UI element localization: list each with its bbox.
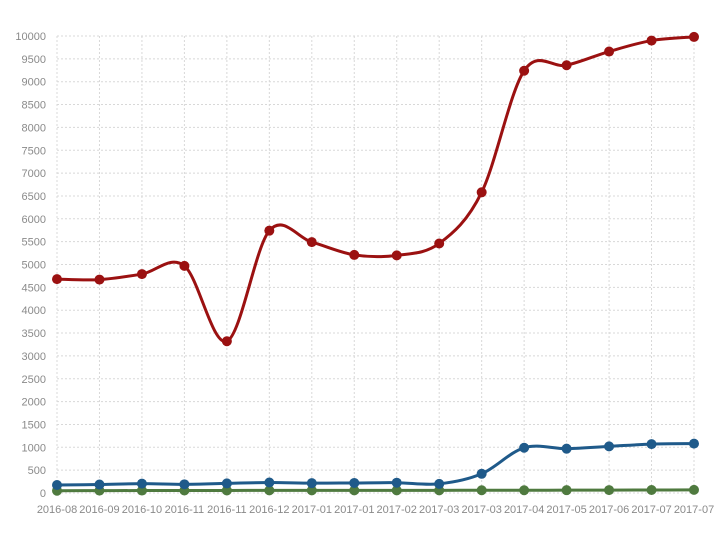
grid (56, 35, 695, 494)
data-point (646, 439, 657, 450)
x-tick-label: 2016-09 (79, 504, 119, 516)
series-line (55, 488, 696, 493)
x-tick-label: 2016-12 (249, 504, 289, 516)
series-1 (52, 438, 699, 491)
data-point (476, 187, 487, 198)
x-tick-label: 2016-11 (207, 504, 247, 516)
data-point (264, 485, 275, 496)
y-tick-label: 2500 (22, 374, 46, 386)
data-point (52, 480, 62, 491)
data-point (221, 485, 232, 496)
x-tick-label: 2017-04 (504, 504, 544, 516)
data-point (349, 249, 360, 260)
y-tick-label: 7500 (22, 145, 46, 157)
data-point (306, 485, 317, 496)
x-tick-label: 2017-06 (589, 504, 629, 516)
data-point (349, 485, 360, 496)
x-tick-label: 2017-03 (419, 504, 459, 516)
data-point (646, 484, 657, 495)
x-tick-label: 2016-11 (165, 504, 205, 516)
data-point (519, 485, 530, 496)
x-tick-label: 2016-08 (37, 504, 77, 516)
data-point (221, 478, 232, 489)
y-tick-label: 6500 (22, 191, 46, 203)
y-tick-label: 0 (40, 488, 46, 500)
x-tick-label: 2017-01 (292, 504, 332, 516)
data-point (434, 238, 445, 249)
data-point (434, 478, 445, 489)
y-tick-label: 5500 (22, 237, 46, 249)
data-point (349, 477, 360, 488)
data-point (519, 442, 530, 453)
y-tick-label: 8000 (22, 122, 46, 134)
y-tick-label: 4000 (22, 305, 46, 317)
data-point (391, 477, 402, 488)
data-point (264, 477, 275, 488)
data-point (391, 250, 402, 261)
y-tick-label: 500 (28, 465, 46, 477)
data-point (519, 65, 530, 76)
series-layer (52, 31, 699, 496)
data-point (391, 485, 402, 496)
y-tick-label: 8500 (22, 100, 46, 112)
data-point (476, 468, 487, 479)
y-tick-label: 5000 (22, 260, 46, 272)
x-tick-label: 2017-07 (631, 504, 671, 516)
data-point (646, 35, 657, 46)
y-tick-label: 10000 (15, 31, 46, 43)
data-point (561, 485, 572, 496)
data-point (306, 237, 317, 248)
x-tick-label: 2017-05 (546, 504, 586, 516)
data-point (689, 484, 699, 495)
data-point (136, 478, 147, 489)
data-point (179, 260, 190, 271)
data-point (689, 31, 699, 42)
y-tick-label: 1500 (22, 419, 46, 431)
y-tick-label: 9500 (22, 54, 46, 66)
data-point (264, 225, 275, 236)
data-point (604, 46, 615, 57)
data-point (306, 478, 317, 489)
y-axis-tick-labels: 0 500 1000 1500 2000 2500 3000 3500 4000 4500 5000… (15, 31, 46, 500)
data-point (52, 274, 62, 285)
y-tick-label: 1000 (22, 442, 46, 454)
data-point (604, 441, 615, 452)
x-tick-label: 2017-03 (461, 504, 501, 516)
series-line (55, 442, 696, 487)
x-axis-tick-labels: 2016-08 2016-09 2016-10 2016-11 2016-11 2016-… (37, 504, 714, 516)
data-point (561, 443, 572, 454)
y-tick-label: 4500 (22, 282, 46, 294)
y-tick-label: 2000 (22, 397, 46, 409)
x-tick-label: 2017-07 (674, 504, 714, 516)
y-tick-label: 3000 (22, 351, 46, 363)
x-tick-label: 2016-10 (122, 504, 162, 516)
data-point (604, 485, 615, 496)
y-tick-label: 3500 (22, 328, 46, 340)
y-tick-label: 9000 (22, 77, 46, 89)
series-2 (52, 484, 699, 496)
data-point (221, 336, 232, 347)
y-tick-label: 6000 (22, 214, 46, 226)
x-tick-label: 2017-02 (377, 504, 417, 516)
data-point (136, 485, 147, 496)
data-point (476, 485, 487, 496)
series-line (55, 35, 696, 343)
data-point (179, 479, 190, 490)
data-point (136, 269, 147, 280)
data-point (94, 274, 105, 285)
data-point (94, 479, 105, 490)
data-point (561, 60, 572, 71)
y-tick-label: 7000 (22, 168, 46, 180)
x-tick-label: 2017-01 (334, 504, 374, 516)
data-point (689, 438, 699, 449)
series-0 (52, 31, 699, 347)
